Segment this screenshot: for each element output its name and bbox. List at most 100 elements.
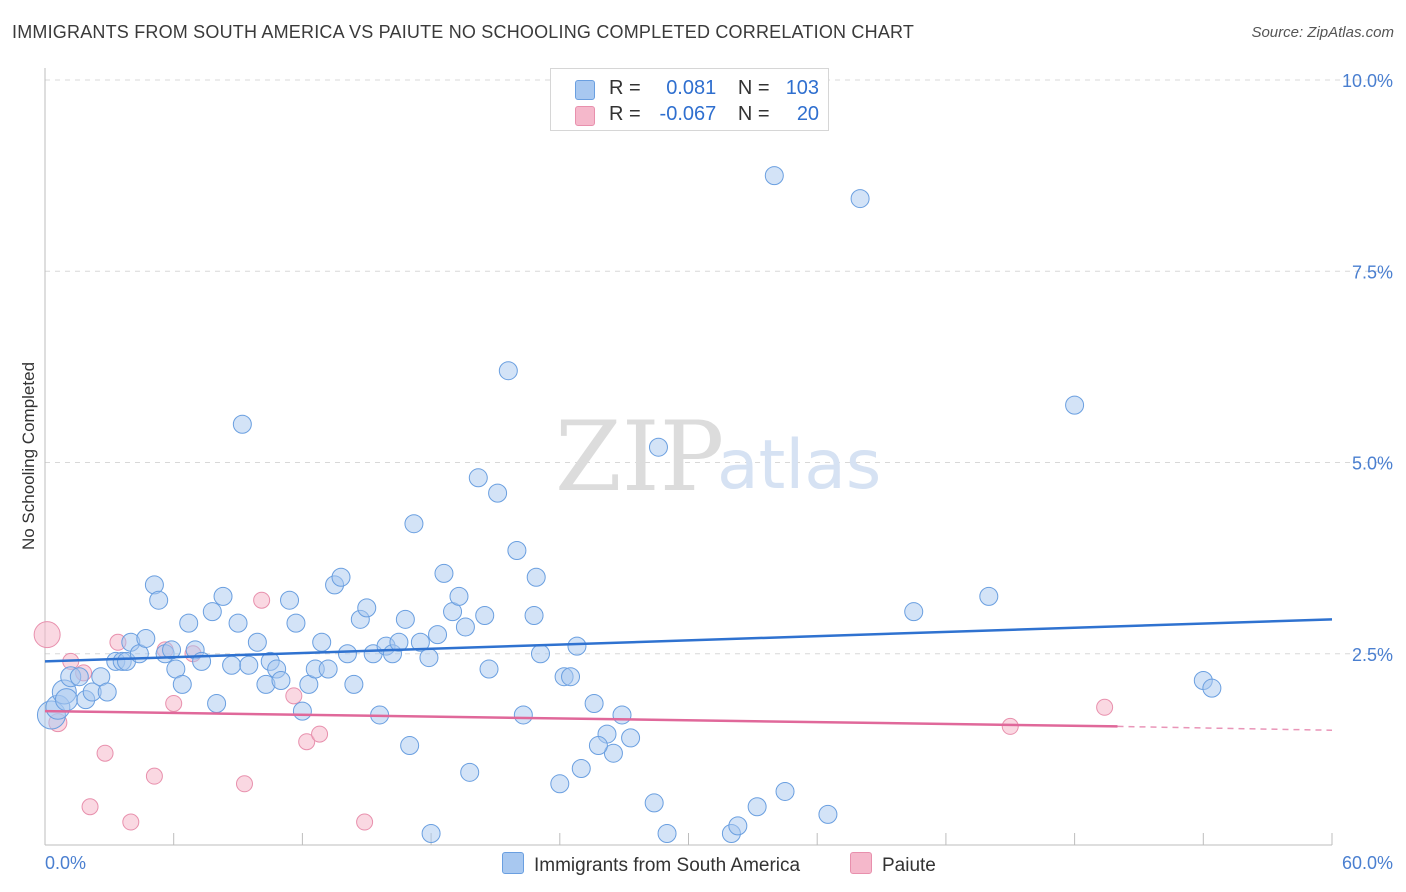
bottom-legend-swatch-pink [850, 852, 872, 874]
south-america-point [657, 824, 677, 844]
south-america-point [644, 793, 664, 813]
south-america-point [979, 586, 999, 606]
south-america-point [904, 602, 924, 622]
south-america-point [468, 468, 488, 488]
south-america-point [550, 774, 570, 794]
south-america-point [239, 655, 259, 675]
gridlines [45, 79, 1392, 655]
south-america-point [479, 659, 499, 679]
south-america-point [149, 590, 169, 610]
bottom-legend-swatch-blue [502, 852, 524, 874]
legend-n-value: 103 [785, 77, 820, 99]
south-america-point [571, 759, 591, 778]
south-america-point [232, 414, 252, 434]
south-america-point [271, 671, 291, 691]
south-america-point [419, 648, 439, 668]
south-america-point [603, 743, 623, 763]
south-america-point [498, 361, 518, 381]
x-tick-label: 60.0% [1342, 853, 1393, 873]
south-america-point [410, 632, 430, 652]
south-america-point [764, 166, 784, 186]
south-america-point [404, 514, 424, 534]
paiute-point [298, 733, 316, 751]
south-america-point [400, 736, 420, 756]
y-axis-label: No Schooling Completed [19, 362, 38, 550]
south-america-point [222, 655, 242, 675]
paiute-trend-line [44, 709, 1118, 728]
paiute-point [81, 798, 99, 816]
legend-r-label: R = [609, 103, 641, 125]
south-america-point [280, 590, 300, 610]
south-america-point [475, 606, 495, 625]
south-america-point [207, 693, 227, 713]
paiute-point [235, 775, 253, 793]
south-america-point [526, 567, 546, 587]
source-credit: Source: ZipAtlas.com [1251, 24, 1394, 41]
watermark-zip: ZIP [555, 401, 724, 513]
paiute-point [253, 591, 271, 609]
south-america-point [428, 625, 448, 645]
legend-swatch-pink [575, 106, 595, 126]
bottom-legend-label: Immigrants from South America [534, 855, 801, 876]
south-america-trend-line [44, 618, 1333, 663]
south-america-point [292, 701, 312, 721]
south-america-point [202, 602, 222, 622]
paiute-point [96, 744, 114, 762]
south-america-point [449, 586, 469, 606]
south-america-point [136, 628, 156, 648]
south-america-point [513, 705, 533, 725]
south-america-point [561, 667, 581, 687]
paiute-point [1001, 717, 1019, 735]
south-america-point [1065, 395, 1085, 415]
south-america-point [460, 762, 480, 782]
y-tick-label: 2.5% [1352, 645, 1393, 665]
legend-r-label: R = [609, 77, 641, 99]
paiute-point [122, 813, 140, 831]
south-america-point [507, 540, 527, 560]
bottom-legend-south-america[interactable]: Immigrants from South America [502, 852, 800, 877]
y-tick-label: 10.0% [1342, 71, 1393, 91]
south-america-point [395, 609, 415, 629]
south-america-point [728, 816, 748, 836]
trend-lines [44, 618, 1333, 731]
legend-n-label: N = [737, 103, 770, 125]
south-america-point [389, 632, 409, 652]
south-america-point [344, 674, 364, 694]
y-tick-labels: 2.5% 5.0% 7.5% 10.0% [1342, 71, 1393, 665]
south-america-point [97, 682, 117, 702]
south-america-point [179, 613, 199, 633]
south-america-point [312, 632, 332, 652]
south-america-point [421, 824, 441, 844]
y-tick-label: 7.5% [1352, 262, 1393, 282]
correlation-legend: R = 0.081 N = 103 R = -0.067 N = 20 [550, 68, 829, 131]
south-america-point [621, 728, 641, 748]
south-america-point [524, 606, 544, 625]
south-america-point [318, 659, 338, 679]
south-america-point [455, 617, 475, 637]
south-america-point [588, 736, 608, 756]
paiute-point [356, 813, 374, 831]
south-america-point [69, 667, 89, 687]
paiute-point [311, 725, 329, 743]
south-america-point [530, 644, 550, 664]
south-america-point [567, 636, 587, 656]
paiute-point [145, 767, 163, 785]
south-america-point [172, 674, 192, 694]
south-america-point [213, 586, 233, 606]
chart-title: IMMIGRANTS FROM SOUTH AMERICA VS PAIUTE … [12, 22, 915, 42]
legend-r-value: 0.081 [666, 77, 717, 99]
south-america-point [286, 613, 306, 633]
south-america-point [228, 613, 248, 633]
south-america-point [584, 693, 604, 713]
south-america-point [775, 781, 795, 801]
south-america-point [850, 189, 870, 209]
legend-swatch-blue [575, 80, 595, 100]
south-america-point [331, 567, 351, 587]
watermark: ZIP atlas [555, 401, 881, 513]
south-america-point [54, 688, 78, 712]
legend-n-value: 20 [796, 103, 820, 125]
south-america-point [818, 804, 838, 824]
bottom-legend-paiute[interactable]: Paiute [850, 852, 936, 877]
south-america-point [488, 483, 508, 503]
